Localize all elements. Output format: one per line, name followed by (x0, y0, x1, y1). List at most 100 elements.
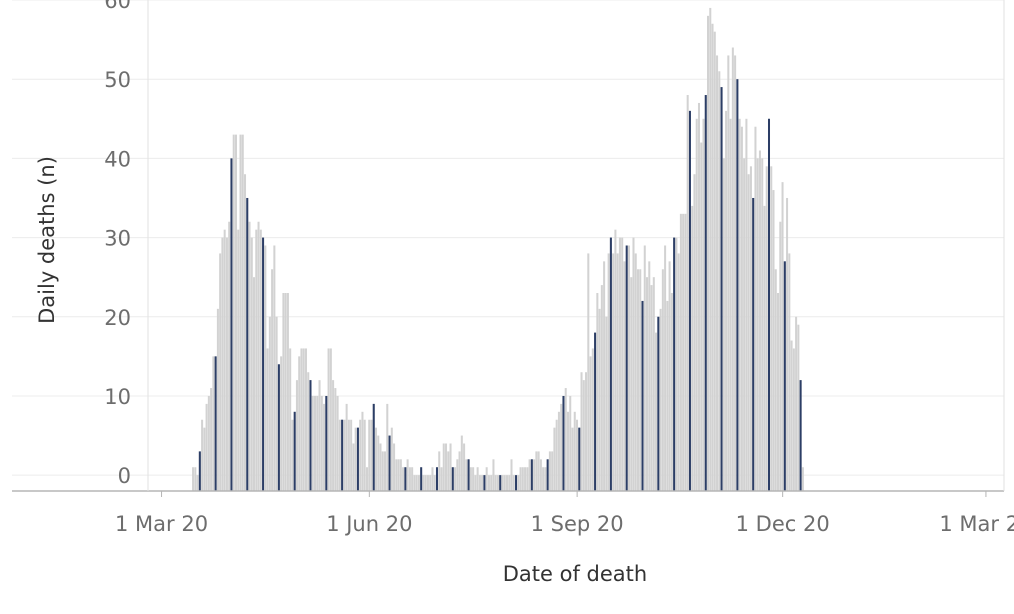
bar (797, 324, 800, 491)
bar (607, 253, 610, 491)
bar (539, 459, 542, 491)
bar (481, 475, 484, 491)
bar (758, 150, 761, 491)
bar-highlight (467, 459, 470, 491)
bar (463, 443, 466, 491)
bar (384, 451, 387, 491)
bar (332, 380, 335, 491)
bar (650, 285, 653, 491)
bar (756, 158, 759, 491)
bar (266, 348, 269, 491)
bar (323, 403, 326, 491)
bars (192, 7, 804, 492)
y-tick-label: 0 (118, 464, 131, 488)
bar (399, 459, 402, 491)
bar-highlight (530, 459, 533, 491)
bar (219, 253, 222, 491)
bar (738, 118, 741, 491)
bar (788, 253, 791, 491)
bar (329, 348, 332, 491)
bar (314, 395, 317, 491)
bar (587, 253, 590, 491)
bar (682, 213, 685, 491)
bar (709, 7, 712, 491)
bar (363, 419, 366, 491)
bar (449, 443, 452, 491)
y-axis-title: Daily deaths (n) (35, 156, 59, 324)
bar-highlight (546, 459, 549, 491)
bar (395, 459, 398, 491)
bar (521, 467, 524, 491)
bar-highlight (752, 197, 755, 492)
bar (551, 451, 554, 491)
bar (234, 134, 237, 491)
bar (320, 395, 323, 491)
bar (359, 419, 362, 491)
bar (630, 277, 633, 491)
bar (598, 308, 601, 491)
bar (668, 261, 671, 491)
bar (390, 427, 393, 491)
bar (370, 419, 373, 491)
bar (524, 467, 527, 491)
bar (397, 459, 400, 491)
bar (603, 261, 606, 491)
bar-highlight (657, 316, 660, 491)
bar (422, 475, 425, 491)
bar (282, 293, 285, 491)
bar (345, 403, 348, 491)
bar (205, 403, 208, 491)
bar (740, 126, 743, 492)
bar (237, 229, 240, 491)
bar (336, 395, 339, 491)
bar (250, 237, 253, 491)
bar (255, 229, 258, 491)
x-tick-label: 1 Jun 20 (326, 512, 412, 536)
bar (207, 395, 210, 491)
bar (501, 475, 504, 491)
bar (648, 261, 651, 491)
bar (379, 443, 382, 491)
bar (239, 134, 242, 491)
bar (268, 316, 271, 491)
bar (289, 348, 292, 491)
bar (729, 118, 732, 491)
bar (770, 166, 773, 491)
bar (456, 459, 459, 491)
bar (201, 419, 204, 491)
bar (711, 23, 714, 491)
bar (442, 443, 445, 491)
bar (512, 475, 515, 491)
bar (304, 348, 307, 491)
bar (731, 47, 734, 492)
x-tick-label: 1 Dec 20 (736, 512, 830, 536)
bar-highlight (578, 427, 581, 491)
bar (411, 467, 414, 491)
bar (779, 221, 782, 492)
bar (634, 253, 637, 491)
bar (722, 158, 725, 491)
bar (295, 380, 298, 491)
bar (777, 293, 780, 491)
bar (707, 15, 710, 492)
bar (790, 340, 793, 491)
bar-highlight (404, 467, 407, 491)
bar (596, 293, 599, 491)
bar-highlight (704, 95, 707, 491)
bar (232, 134, 235, 491)
bar (490, 475, 493, 491)
bar (542, 467, 545, 491)
bar (440, 467, 443, 491)
bar (253, 277, 256, 491)
bar (316, 395, 319, 491)
bar (447, 451, 450, 491)
bar-highlight (388, 435, 391, 491)
bar (216, 308, 219, 491)
bar (571, 427, 574, 491)
y-tick-label: 10 (104, 385, 131, 409)
bar (526, 467, 529, 491)
y-tick-labels: 0 10 20 30 40 50 60 (104, 0, 131, 488)
bar-highlight (372, 403, 375, 491)
x-axis-title: Date of death (503, 562, 647, 586)
bar-highlight (356, 427, 359, 491)
